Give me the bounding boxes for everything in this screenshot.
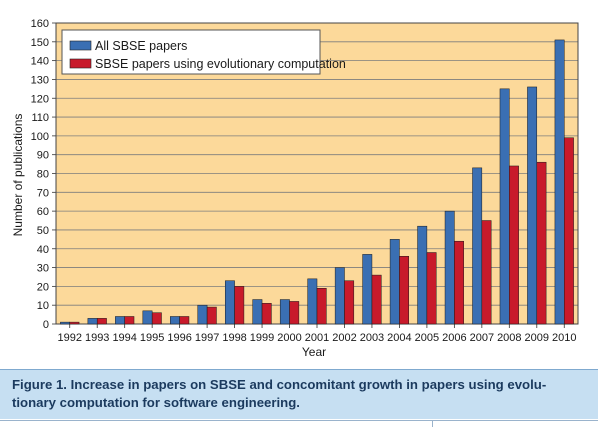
bar-all-sbse <box>279 299 290 325</box>
y-tick-label: 50 <box>37 225 49 237</box>
y-tick-label: 70 <box>37 187 49 199</box>
x-tick-label: 2006 <box>442 332 466 344</box>
x-tick-label: 2000 <box>277 332 301 344</box>
bar-all-sbse <box>197 304 208 325</box>
bar-all-sbse <box>60 321 70 325</box>
x-axis-title: Year <box>302 345 326 359</box>
y-tick-label: 150 <box>31 37 49 49</box>
y-tick-label: 40 <box>37 244 49 256</box>
bar-all-sbse <box>472 167 483 325</box>
bar-evolutionary <box>261 303 272 325</box>
bar-evolutionary <box>371 274 382 325</box>
bar-all-sbse <box>499 88 510 325</box>
bar-all-sbse <box>252 299 263 325</box>
legend-label-evolutionary: SBSE papers using evolutionary computati… <box>95 57 346 71</box>
x-tick-label: 1997 <box>195 332 219 344</box>
x-tick-label: 1992 <box>57 332 81 344</box>
x-tick-label: 1994 <box>112 332 136 344</box>
bars <box>60 39 574 325</box>
legend-label-all-sbse: All SBSE papers <box>95 39 187 53</box>
bar-evolutionary <box>96 318 107 325</box>
bar-evolutionary <box>289 301 300 325</box>
bar-evolutionary <box>536 161 547 325</box>
bar-all-sbse <box>554 39 565 325</box>
x-tick-label: 2007 <box>470 332 494 344</box>
bar-all-sbse <box>170 316 180 325</box>
bar-evolutionary <box>316 288 327 325</box>
bar-evolutionary <box>509 165 519 325</box>
x-tick-label: 2008 <box>497 332 521 344</box>
bar-evolutionary <box>206 306 217 325</box>
legend-swatch-all-sbse <box>69 40 92 51</box>
y-tick-label: 120 <box>31 93 49 105</box>
bottom-rule-tick <box>432 421 433 427</box>
bar-all-sbse <box>307 278 318 325</box>
y-tick-label: 160 <box>31 18 49 30</box>
bar-evolutionary <box>426 252 437 325</box>
bar-evolutionary <box>454 240 464 325</box>
y-tick-label: 30 <box>37 263 49 275</box>
x-tick-label: 1995 <box>140 332 164 344</box>
bar-evolutionary <box>481 220 492 325</box>
y-tick-label: 110 <box>31 112 49 124</box>
bar-all-sbse <box>389 239 400 325</box>
legend-swatch-evolutionary <box>69 58 92 69</box>
x-tick-label: 2009 <box>525 332 549 344</box>
x-tick-label: 1998 <box>222 332 246 344</box>
bar-all-sbse <box>142 310 153 325</box>
y-tick-label: 90 <box>37 150 49 162</box>
bar-evolutionary <box>124 316 135 325</box>
x-tick-label: 2010 <box>552 332 576 344</box>
y-tick-label: 80 <box>37 169 49 181</box>
bar-evolutionary <box>179 316 190 325</box>
y-tick-label: 100 <box>31 131 49 143</box>
bar-evolutionary <box>234 286 245 325</box>
bar-all-sbse <box>87 318 98 325</box>
y-tick-label: 60 <box>37 206 49 218</box>
y-tick-label: 130 <box>31 74 49 86</box>
bar-evolutionary <box>399 256 410 325</box>
figure-caption: Figure 1. Increase in papers on SBSE and… <box>0 369 598 419</box>
x-tick-label: 2001 <box>305 332 329 344</box>
y-tick-label: 0 <box>43 319 49 331</box>
bar-all-sbse <box>444 210 455 325</box>
bar-chart: 0 10 20 30 40 50 60 70 80 90 100 110 120 130 140 150 160… <box>11 18 579 359</box>
bar-all-sbse <box>334 267 345 325</box>
legend: All SBSE papers SBSE papers using evolut… <box>61 29 346 75</box>
x-tick-label: 2003 <box>360 332 384 344</box>
caption-label: Figure 1. <box>12 377 67 392</box>
y-tick-label: 20 <box>37 281 49 293</box>
caption-text: Increase in papers on SBSE and concomita… <box>12 377 547 410</box>
bar-all-sbse <box>224 280 235 325</box>
tick-labels: 0 10 20 30 40 50 60 70 80 90 100 110 120 130 140 150 160… <box>31 18 577 344</box>
bar-evolutionary <box>151 312 162 325</box>
x-tick-label: 1996 <box>167 332 191 344</box>
y-axis-title: Number of publications <box>11 114 25 237</box>
bar-all-sbse <box>417 225 428 325</box>
bar-evolutionary <box>69 321 80 325</box>
bar-all-sbse <box>115 316 125 325</box>
bottom-rule <box>0 420 598 427</box>
x-tick-label: 2004 <box>387 332 411 344</box>
x-tick-label: 2002 <box>332 332 356 344</box>
bar-all-sbse <box>527 86 538 325</box>
x-tick-label: 2005 <box>415 332 439 344</box>
bar-evolutionary <box>344 280 355 325</box>
x-tick-label: 1993 <box>85 332 109 344</box>
x-tick-label: 1999 <box>250 332 274 344</box>
bar-evolutionary <box>564 137 574 325</box>
legend-box <box>61 29 321 75</box>
y-tick-label: 140 <box>31 56 49 68</box>
y-tick-label: 10 <box>37 300 49 312</box>
bar-all-sbse <box>362 254 373 325</box>
